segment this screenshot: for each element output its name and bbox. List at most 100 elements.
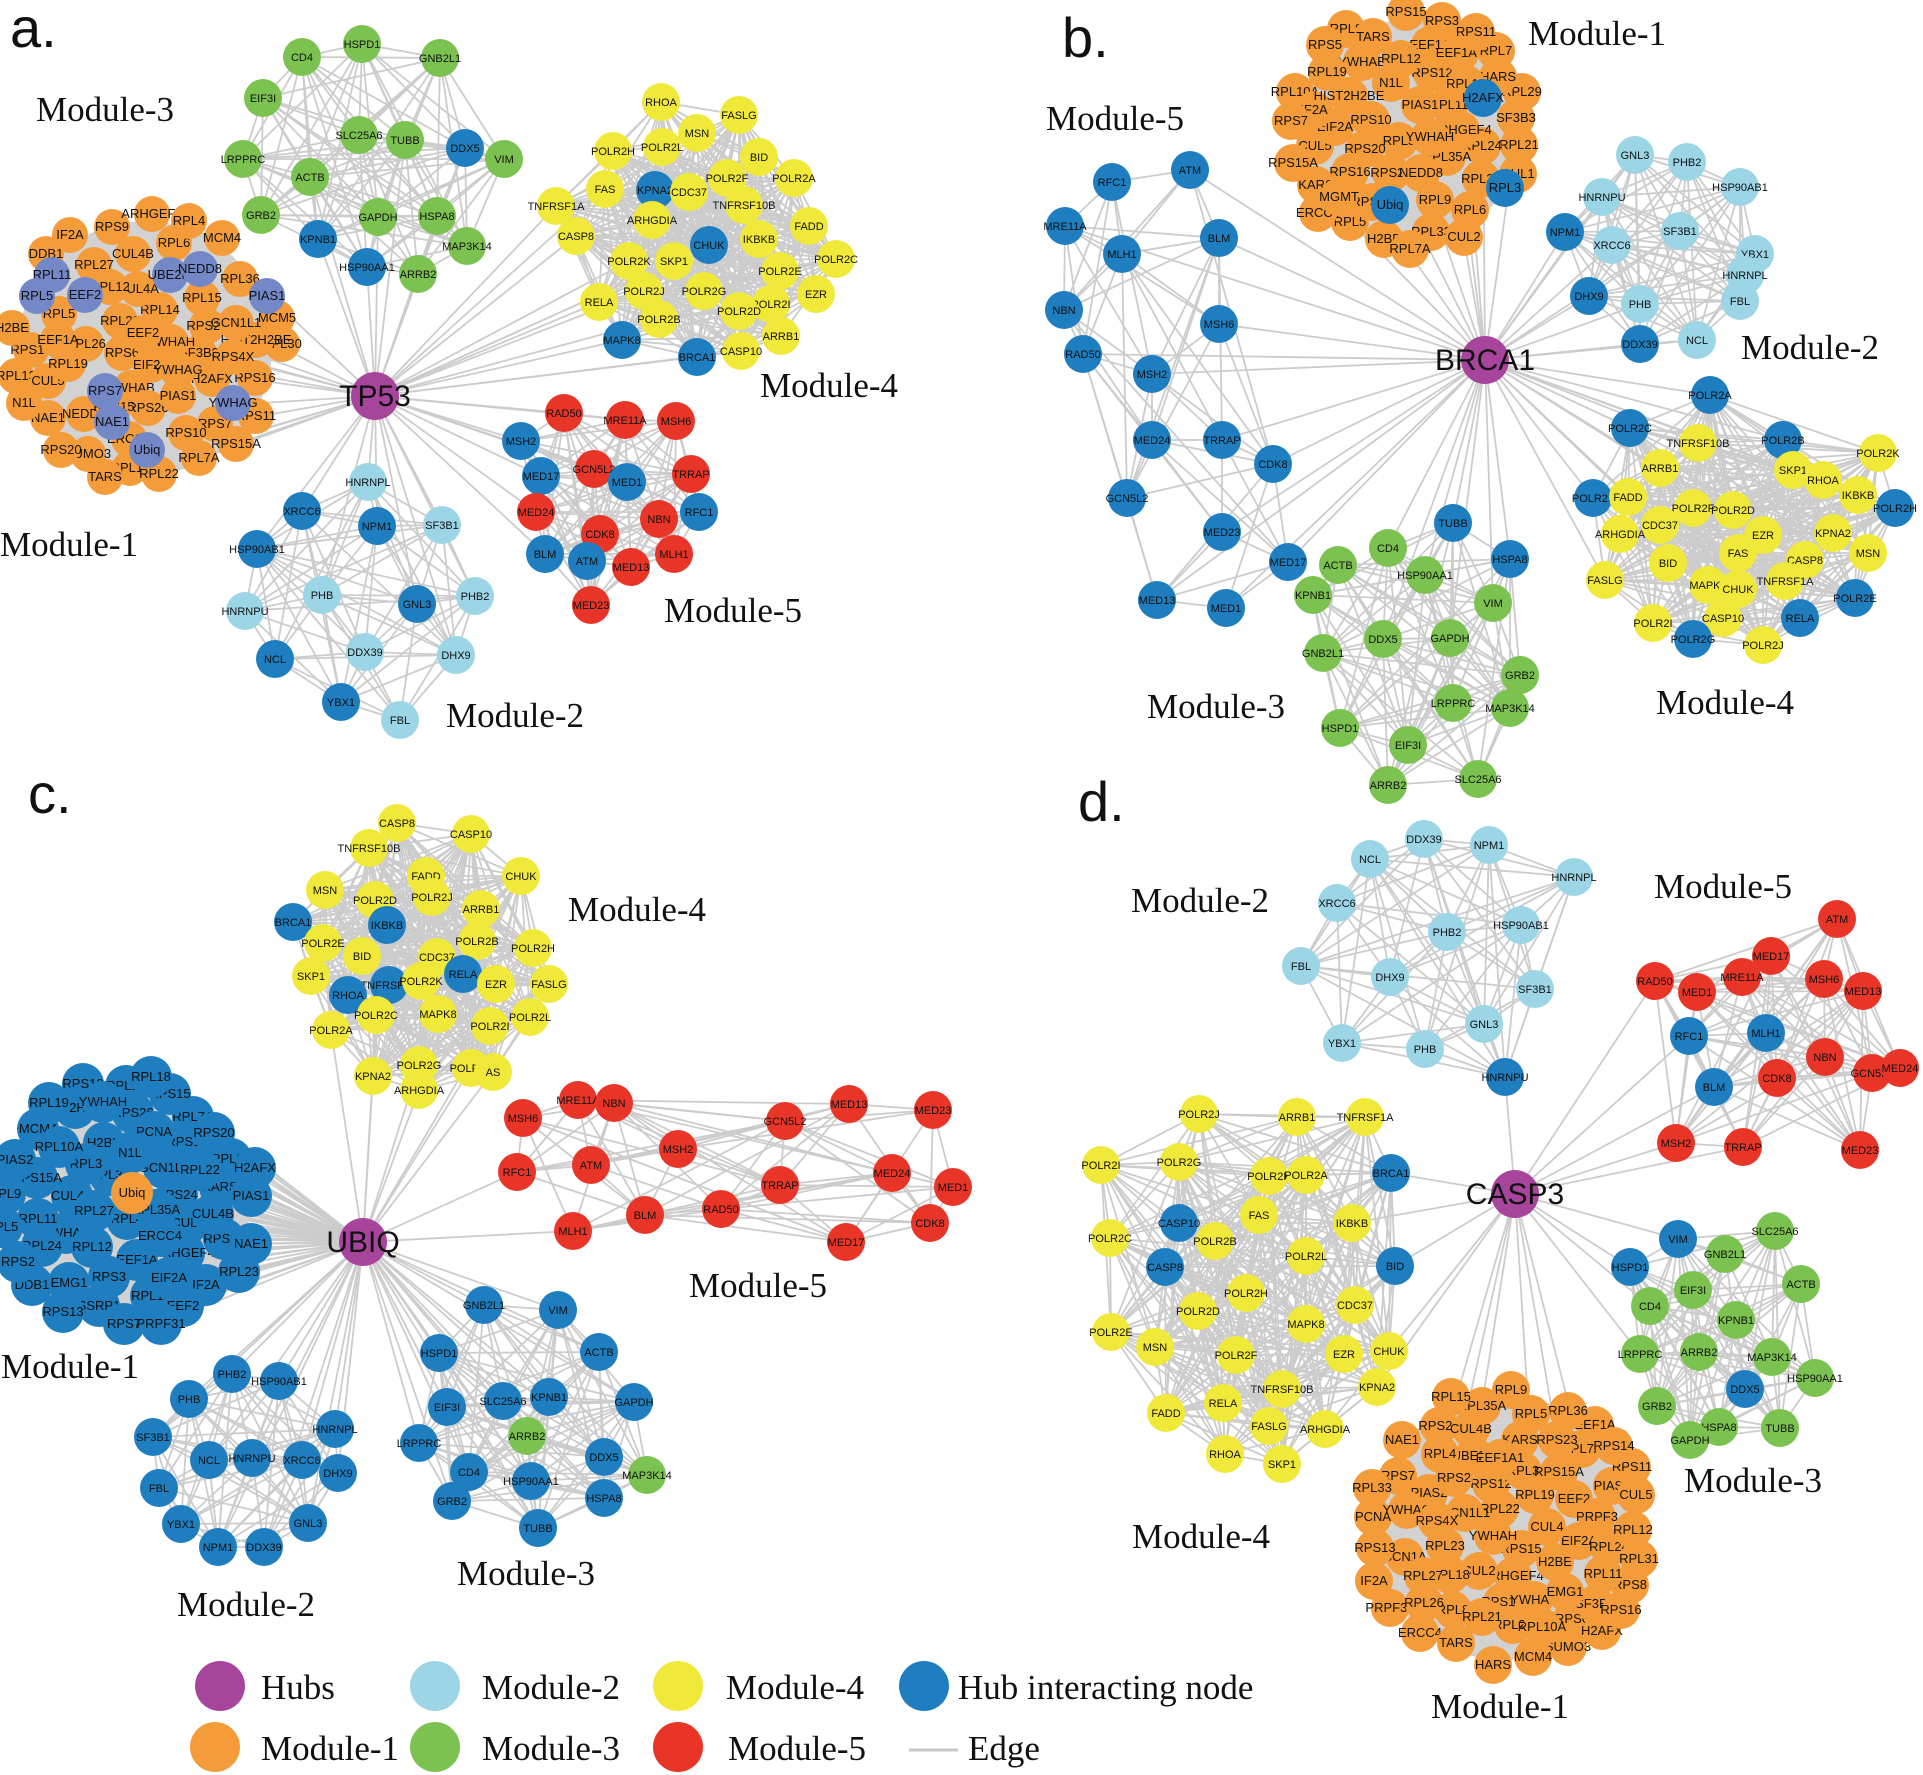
svg-text:YWHAH: YWHAH [1406,129,1454,144]
svg-text:RPS11: RPS11 [1456,24,1496,39]
svg-text:RPS2: RPS2 [1437,1470,1471,1485]
svg-text:Module-1: Module-1 [0,525,138,564]
svg-text:MED13: MED13 [1845,986,1882,998]
svg-text:Module-2: Module-2 [446,696,584,735]
svg-text:DDX5: DDX5 [1368,634,1397,646]
svg-text:POLR2G: POLR2G [1671,634,1716,646]
svg-text:DHX9: DHX9 [323,1468,352,1480]
svg-text:PHB2: PHB2 [461,591,490,603]
svg-text:SKP1: SKP1 [1268,1459,1296,1471]
svg-text:KPNA2: KPNA2 [1359,1382,1395,1394]
svg-text:H2BE: H2BE [0,320,29,335]
svg-text:IF2A: IF2A [1360,1573,1388,1588]
svg-text:ARRB2: ARRB2 [1681,1347,1718,1359]
svg-text:EEF2: EEF2 [1558,1491,1591,1506]
svg-text:LRPPRC: LRPPRC [221,154,266,166]
svg-text:RFC1: RFC1 [1098,177,1127,189]
svg-text:POLR2B: POLR2B [455,936,498,948]
svg-text:BRCA1: BRCA1 [1373,1168,1410,1180]
svg-text:MRE11A: MRE11A [1043,221,1087,233]
svg-text:POLR2J: POLR2J [411,892,453,904]
svg-text:HSP90AA1: HSP90AA1 [339,262,395,274]
svg-text:EZR: EZR [1752,530,1774,542]
svg-text:NEDD8: NEDD8 [1399,165,1443,180]
svg-text:RPL27: RPL27 [74,1203,114,1218]
svg-text:MRE11A: MRE11A [603,415,647,427]
svg-text:Module-4: Module-4 [1656,683,1794,722]
svg-text:POLR2L: POLR2L [509,1012,551,1024]
svg-text:CHUK: CHUK [505,871,537,883]
svg-text:ARRB1: ARRB1 [463,904,500,916]
svg-text:EMG1: EMG1 [51,1275,88,1290]
svg-text:POLR2C: POLR2C [1088,1233,1132,1245]
svg-text:NAE1: NAE1 [31,410,65,425]
svg-text:RHOA: RHOA [645,97,677,109]
svg-text:MAP3K14: MAP3K14 [622,1470,672,1482]
svg-text:RPL5: RPL5 [1515,1406,1548,1421]
svg-text:ACTB: ACTB [295,172,324,184]
svg-text:RPL15: RPL15 [182,290,222,305]
svg-text:RPS13: RPS13 [1354,1540,1395,1555]
svg-text:CDC37: CDC37 [1337,1300,1373,1312]
svg-text:ARRB1: ARRB1 [1279,1112,1316,1124]
svg-text:RPL4: RPL4 [1424,1446,1457,1461]
svg-text:MAPK8: MAPK8 [1689,580,1726,592]
svg-text:VIM: VIM [548,1305,568,1317]
svg-text:MAPK8: MAPK8 [1287,1319,1324,1331]
svg-text:RPS20: RPS20 [40,442,81,457]
svg-text:HSP90AA1: HSP90AA1 [1397,570,1453,582]
svg-text:RPS26: RPS26 [1418,1418,1459,1433]
svg-text:Hub interacting node: Hub interacting node [958,1668,1253,1707]
svg-text:DDX5: DDX5 [1730,1384,1759,1396]
svg-text:MED13: MED13 [613,562,650,574]
svg-text:AS: AS [486,1067,501,1079]
svg-text:CDC37: CDC37 [419,952,455,964]
svg-text:MSH2: MSH2 [506,436,537,448]
svg-text:RPL14: RPL14 [140,302,180,317]
svg-text:MSH6: MSH6 [1809,974,1840,986]
svg-text:RPL7A: RPL7A [178,450,220,465]
svg-text:RAD50: RAD50 [1637,976,1672,988]
svg-text:CASP8: CASP8 [1147,1262,1183,1274]
svg-text:RPL13: RPL13 [0,368,36,383]
svg-text:PRPF31: PRPF31 [136,1316,185,1331]
svg-text:FASLG: FASLG [1251,1421,1286,1433]
svg-text:RFC1: RFC1 [503,1167,532,1179]
svg-text:Module-5: Module-5 [1654,867,1792,906]
svg-text:Module-5: Module-5 [664,591,802,630]
svg-text:Module-2: Module-2 [482,1668,620,1707]
svg-text:POLR2J: POLR2J [1742,640,1784,652]
svg-text:POLR2B: POLR2B [1761,435,1804,447]
svg-text:POLR2G: POLR2G [1157,1157,1202,1169]
svg-text:UBE2M: UBE2M [148,267,193,282]
svg-text:RPS20: RPS20 [1344,141,1385,156]
svg-text:HNRNPU: HNRNPU [1578,192,1625,204]
svg-text:CASP10: CASP10 [1158,1218,1200,1230]
svg-text:RPS3: RPS3 [92,1269,126,1284]
svg-text:RPS13: RPS13 [42,1304,83,1319]
svg-text:NCL: NCL [1359,854,1381,866]
svg-text:H2AFX: H2AFX [191,371,233,386]
svg-text:RPL8: RPL8 [1437,1602,1470,1617]
svg-text:RPL4: RPL4 [173,213,206,228]
svg-text:CUL2: CUL2 [1462,1563,1495,1578]
svg-text:YBX1: YBX1 [167,1519,195,1531]
svg-text:POLR2B: POLR2B [1193,1236,1236,1248]
svg-text:POLR2F: POLR2F [706,173,749,185]
svg-text:POLR2F: POLR2F [1672,503,1715,515]
svg-text:POLR2C: POLR2C [814,254,858,266]
svg-text:HNRNPL: HNRNPL [1722,270,1767,282]
svg-text:RPS3: RPS3 [1425,13,1459,28]
svg-text:CUL5: CUL5 [1619,1487,1652,1502]
svg-text:RPL9: RPL9 [0,1186,21,1201]
svg-text:ACTB: ACTB [1323,560,1352,572]
svg-text:MSN: MSN [313,885,338,897]
svg-text:RPS16: RPS16 [1329,164,1370,179]
svg-text:GCN5L2: GCN5L2 [764,1116,807,1128]
svg-text:HSP90AA1: HSP90AA1 [503,1476,559,1488]
svg-text:RPS15: RPS15 [1500,1541,1541,1556]
svg-text:RPL5: RPL5 [0,1219,18,1234]
svg-text:YBX1: YBX1 [327,697,355,709]
svg-text:KPNB1: KPNB1 [1295,590,1331,602]
svg-text:ARRB1: ARRB1 [1642,463,1679,475]
